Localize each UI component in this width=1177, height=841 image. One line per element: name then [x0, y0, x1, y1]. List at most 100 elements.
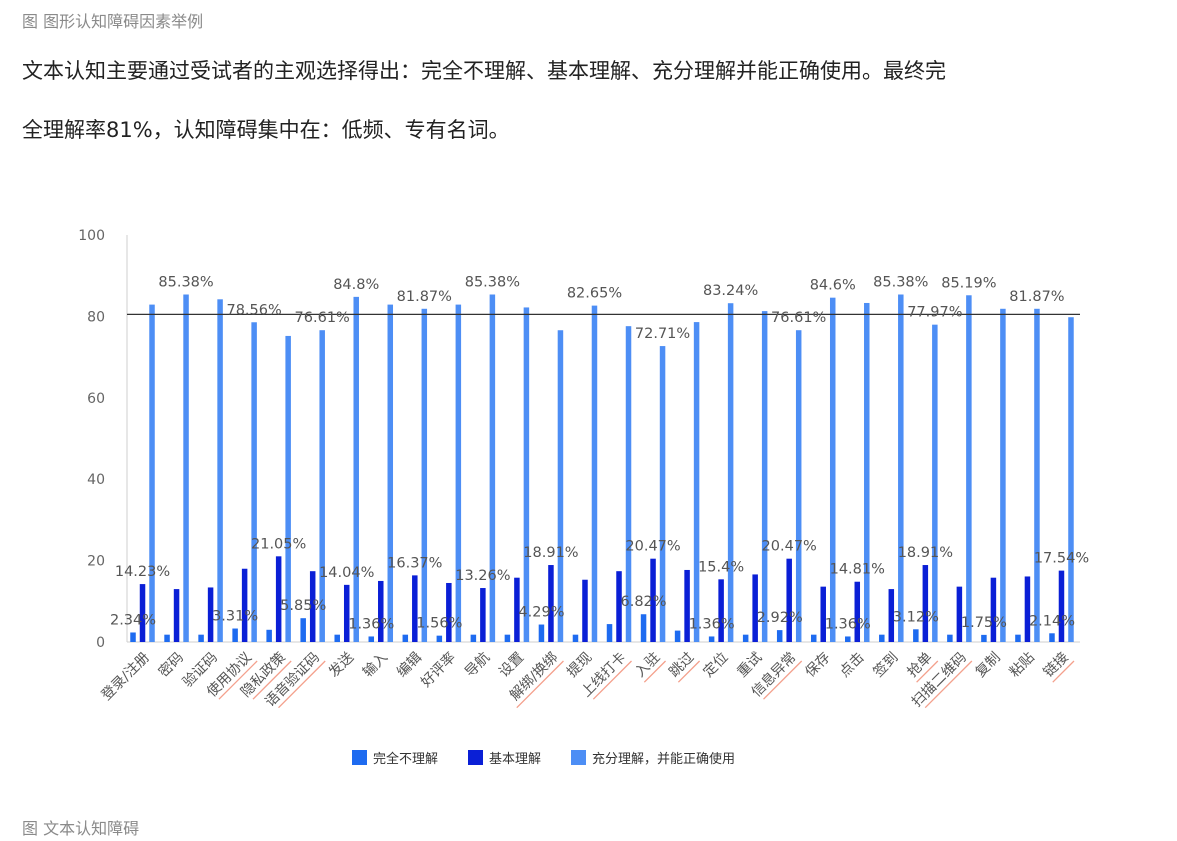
- data-label: 16.37%: [387, 555, 442, 571]
- bar-series-1: [810, 634, 817, 642]
- bar-series-1: [845, 636, 851, 642]
- data-label: 81.87%: [1009, 289, 1064, 305]
- bar-series-3: [455, 304, 462, 642]
- bar-series-1: [300, 618, 306, 642]
- category-underline: [516, 660, 564, 709]
- bar-series-1: [538, 624, 545, 642]
- grouped-bar-chart: 0 20 40 60 80 100 85.38% 78.56% 76.61% 84.8% 81.87…: [78, 228, 1089, 710]
- data-label: 14.23%: [115, 564, 170, 580]
- bar-series-2: [139, 584, 146, 642]
- data-label: 85.38%: [873, 275, 928, 291]
- bar-series-3: [591, 305, 598, 642]
- x-category-label: 导航: [462, 650, 493, 681]
- x-category-label: 登录/注册: [99, 650, 153, 704]
- data-label: 81.87%: [397, 289, 452, 305]
- bar-series-2: [309, 571, 316, 642]
- data-label: 2.92%: [757, 610, 803, 626]
- bar-series-3: [353, 296, 359, 642]
- bar-series-3: [421, 308, 428, 642]
- y-tick-label: 60: [87, 391, 105, 407]
- bar-series-3: [319, 330, 325, 642]
- x-category-label: 发送: [326, 650, 357, 681]
- category-underline: [218, 660, 258, 700]
- x-category-label: 签到: [870, 649, 902, 681]
- bar-series-2: [650, 558, 656, 642]
- bar-series-1: [266, 629, 272, 642]
- bar-series-2: [854, 581, 861, 642]
- bar-series-1: [879, 634, 885, 642]
- bar-series-3: [932, 324, 938, 642]
- data-label: 20.47%: [762, 539, 817, 555]
- bar-series-3: [285, 335, 291, 642]
- bar-series-3: [149, 304, 155, 642]
- legend-item-series-3: 充分理解，并能正确使用: [571, 748, 735, 767]
- legend-swatch-series-3: [571, 750, 587, 765]
- legend-item-series-1: 完全不理解: [352, 748, 438, 767]
- data-label: 5.85%: [280, 598, 326, 614]
- bar-series-3: [966, 295, 972, 642]
- data-label: 85.19%: [941, 275, 996, 291]
- bar-series-1: [504, 634, 511, 642]
- category-underline: [643, 660, 667, 683]
- figure-caption-bottom: 图 文本认知障碍: [22, 819, 140, 838]
- bar-series-1: [1049, 633, 1055, 642]
- data-label: 1.56%: [416, 616, 462, 632]
- data-label: 83.24%: [703, 283, 758, 299]
- bar-series-3: [1034, 308, 1040, 642]
- bar-series-2: [718, 579, 724, 642]
- x-category-label: 粘贴: [1007, 650, 1038, 681]
- data-label: 72.71%: [635, 326, 690, 342]
- bar-series-2: [241, 568, 248, 642]
- bar-series-2: [514, 577, 520, 642]
- bar-series-3: [1000, 308, 1006, 642]
- data-label: 3.31%: [212, 609, 258, 625]
- bar-series-1: [198, 634, 204, 642]
- bar-series-3: [761, 311, 768, 642]
- legend-label-series-2: 基本理解: [489, 752, 542, 767]
- bar-series-1: [708, 636, 715, 642]
- bar-series-3: [693, 322, 700, 642]
- y-tick-label: 0: [96, 635, 105, 651]
- bar-series-2: [378, 580, 384, 642]
- bar-series-1: [402, 634, 409, 642]
- bar-series-2: [1058, 570, 1065, 642]
- bar-series-1: [436, 635, 443, 642]
- bar-series-2: [684, 569, 690, 642]
- data-label: 6.82%: [621, 594, 667, 610]
- bar-series-1: [742, 634, 749, 642]
- bar-series-2: [956, 586, 963, 642]
- bar-series-2: [412, 575, 418, 642]
- data-label: 78.56%: [226, 302, 281, 318]
- figure-caption-top: 图 图形认知障碍因素举例: [22, 12, 204, 31]
- bar-series-1: [947, 634, 953, 642]
- legend-label-series-3: 充分理解，并能正确使用: [592, 752, 736, 767]
- bar-series-3: [183, 294, 189, 642]
- data-label: 4.29%: [518, 605, 564, 621]
- bar-series-3: [659, 346, 666, 642]
- data-label: 14.81%: [830, 562, 885, 578]
- bar-series-2: [173, 589, 180, 642]
- bar-series-2: [922, 565, 929, 642]
- data-label: 1.36%: [348, 616, 394, 632]
- data-label: 18.91%: [898, 545, 953, 561]
- bar-series-3: [829, 297, 836, 642]
- data-label: 18.91%: [523, 545, 578, 561]
- data-label: 1.75%: [961, 615, 1007, 631]
- bar-series-1: [606, 624, 613, 642]
- legend-item-series-2: 基本理解: [468, 748, 541, 767]
- x-category-label: 链接: [1040, 649, 1072, 681]
- chart-legend: 完全不理解 基本理解 充分理解，并能正确使用: [352, 748, 735, 767]
- data-label: 84.8%: [333, 277, 379, 293]
- bar-series-1: [368, 636, 375, 642]
- bar-series-3: [387, 304, 394, 642]
- bar-series-3: [557, 330, 564, 642]
- y-tick-label: 40: [87, 472, 105, 488]
- x-category-label: 定位: [700, 650, 731, 681]
- bar-series-1: [334, 634, 340, 642]
- data-label: 3.12%: [893, 609, 939, 625]
- bar-series-2: [275, 556, 282, 642]
- legend-swatch-series-1: [352, 750, 367, 765]
- bar-series-1: [776, 630, 783, 642]
- bar-series-2: [752, 574, 758, 642]
- bar-series-1: [130, 632, 136, 642]
